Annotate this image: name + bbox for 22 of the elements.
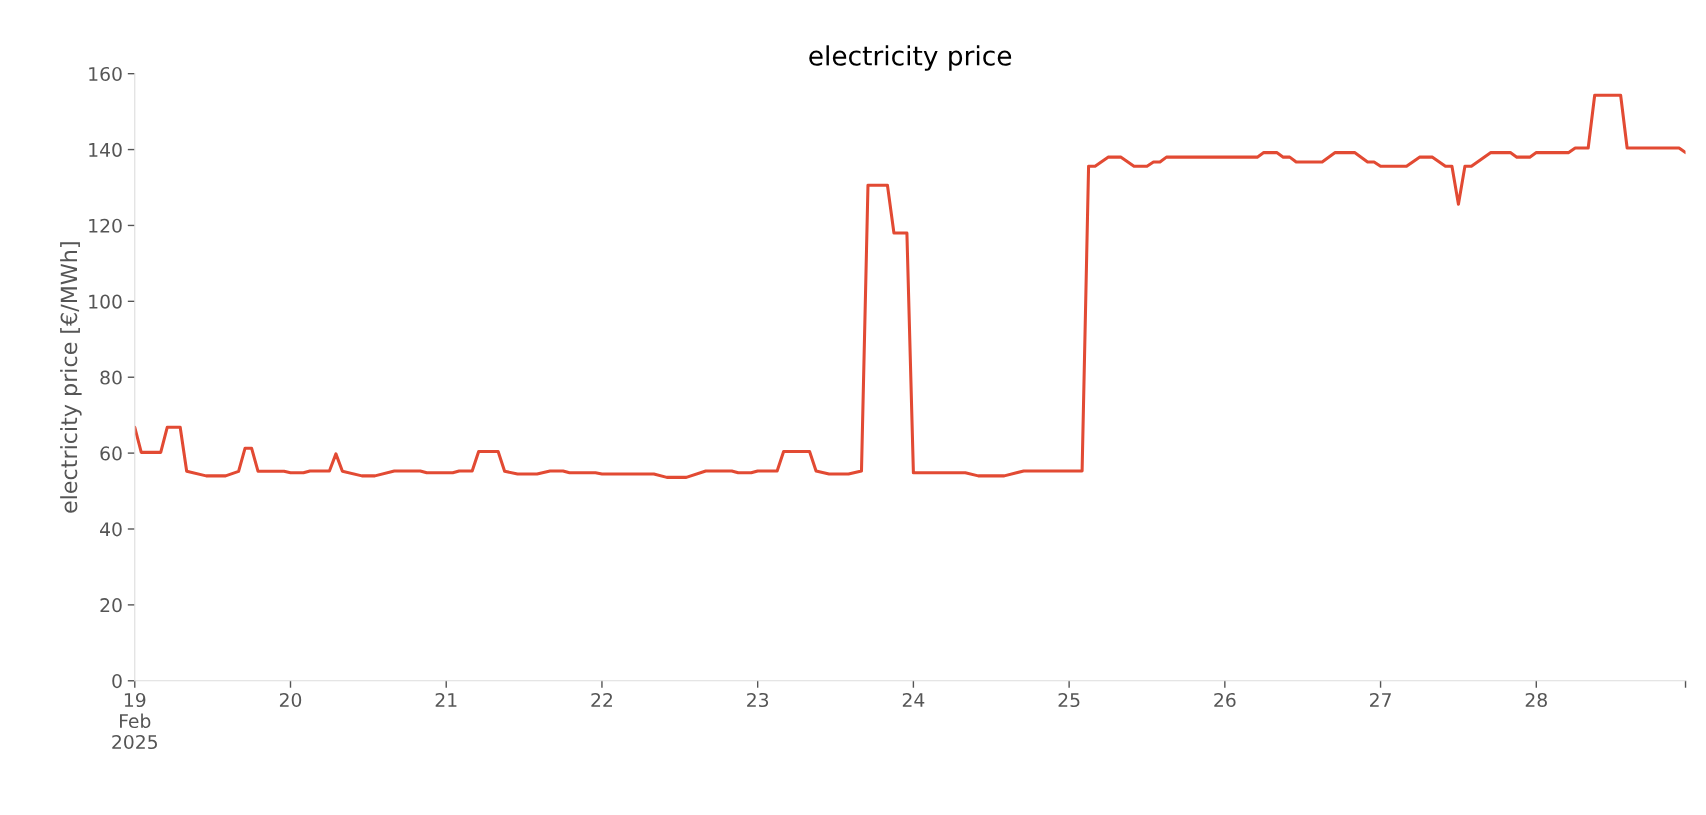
line-series [134, 93, 1686, 479]
x-tick-label: 22 [591, 692, 612, 707]
y-tick-label: 80 [100, 370, 122, 385]
y-tick-label: 0 [112, 673, 122, 689]
x-tick-label: 26 [1214, 692, 1236, 708]
x-tick-label: 23 [747, 692, 769, 708]
y-tick-label: 120 [89, 218, 122, 233]
x-tick-label: 27 [1370, 692, 1391, 707]
y-tick-label: 100 [89, 294, 122, 309]
x-tick-label: 24 [902, 692, 925, 707]
y-axis-title: electricity price [€/MWh] [60, 242, 82, 513]
y-tick-label: 40 [100, 522, 122, 537]
x-tick-label: 25 [1058, 692, 1080, 708]
y-tick-label: 60 [100, 446, 122, 461]
y-tick-label: 140 [89, 142, 122, 157]
y-tick-label: 20 [100, 598, 122, 613]
chart-title: electricity price [809, 45, 1012, 71]
x-tick-label: 20 [279, 692, 302, 708]
x-tick-label: 28 [1525, 692, 1547, 708]
x-tick-label: 19 Feb 2025 [112, 692, 157, 750]
x-tick-label: 21 [435, 692, 457, 707]
y-tick-label: 160 [89, 66, 122, 82]
